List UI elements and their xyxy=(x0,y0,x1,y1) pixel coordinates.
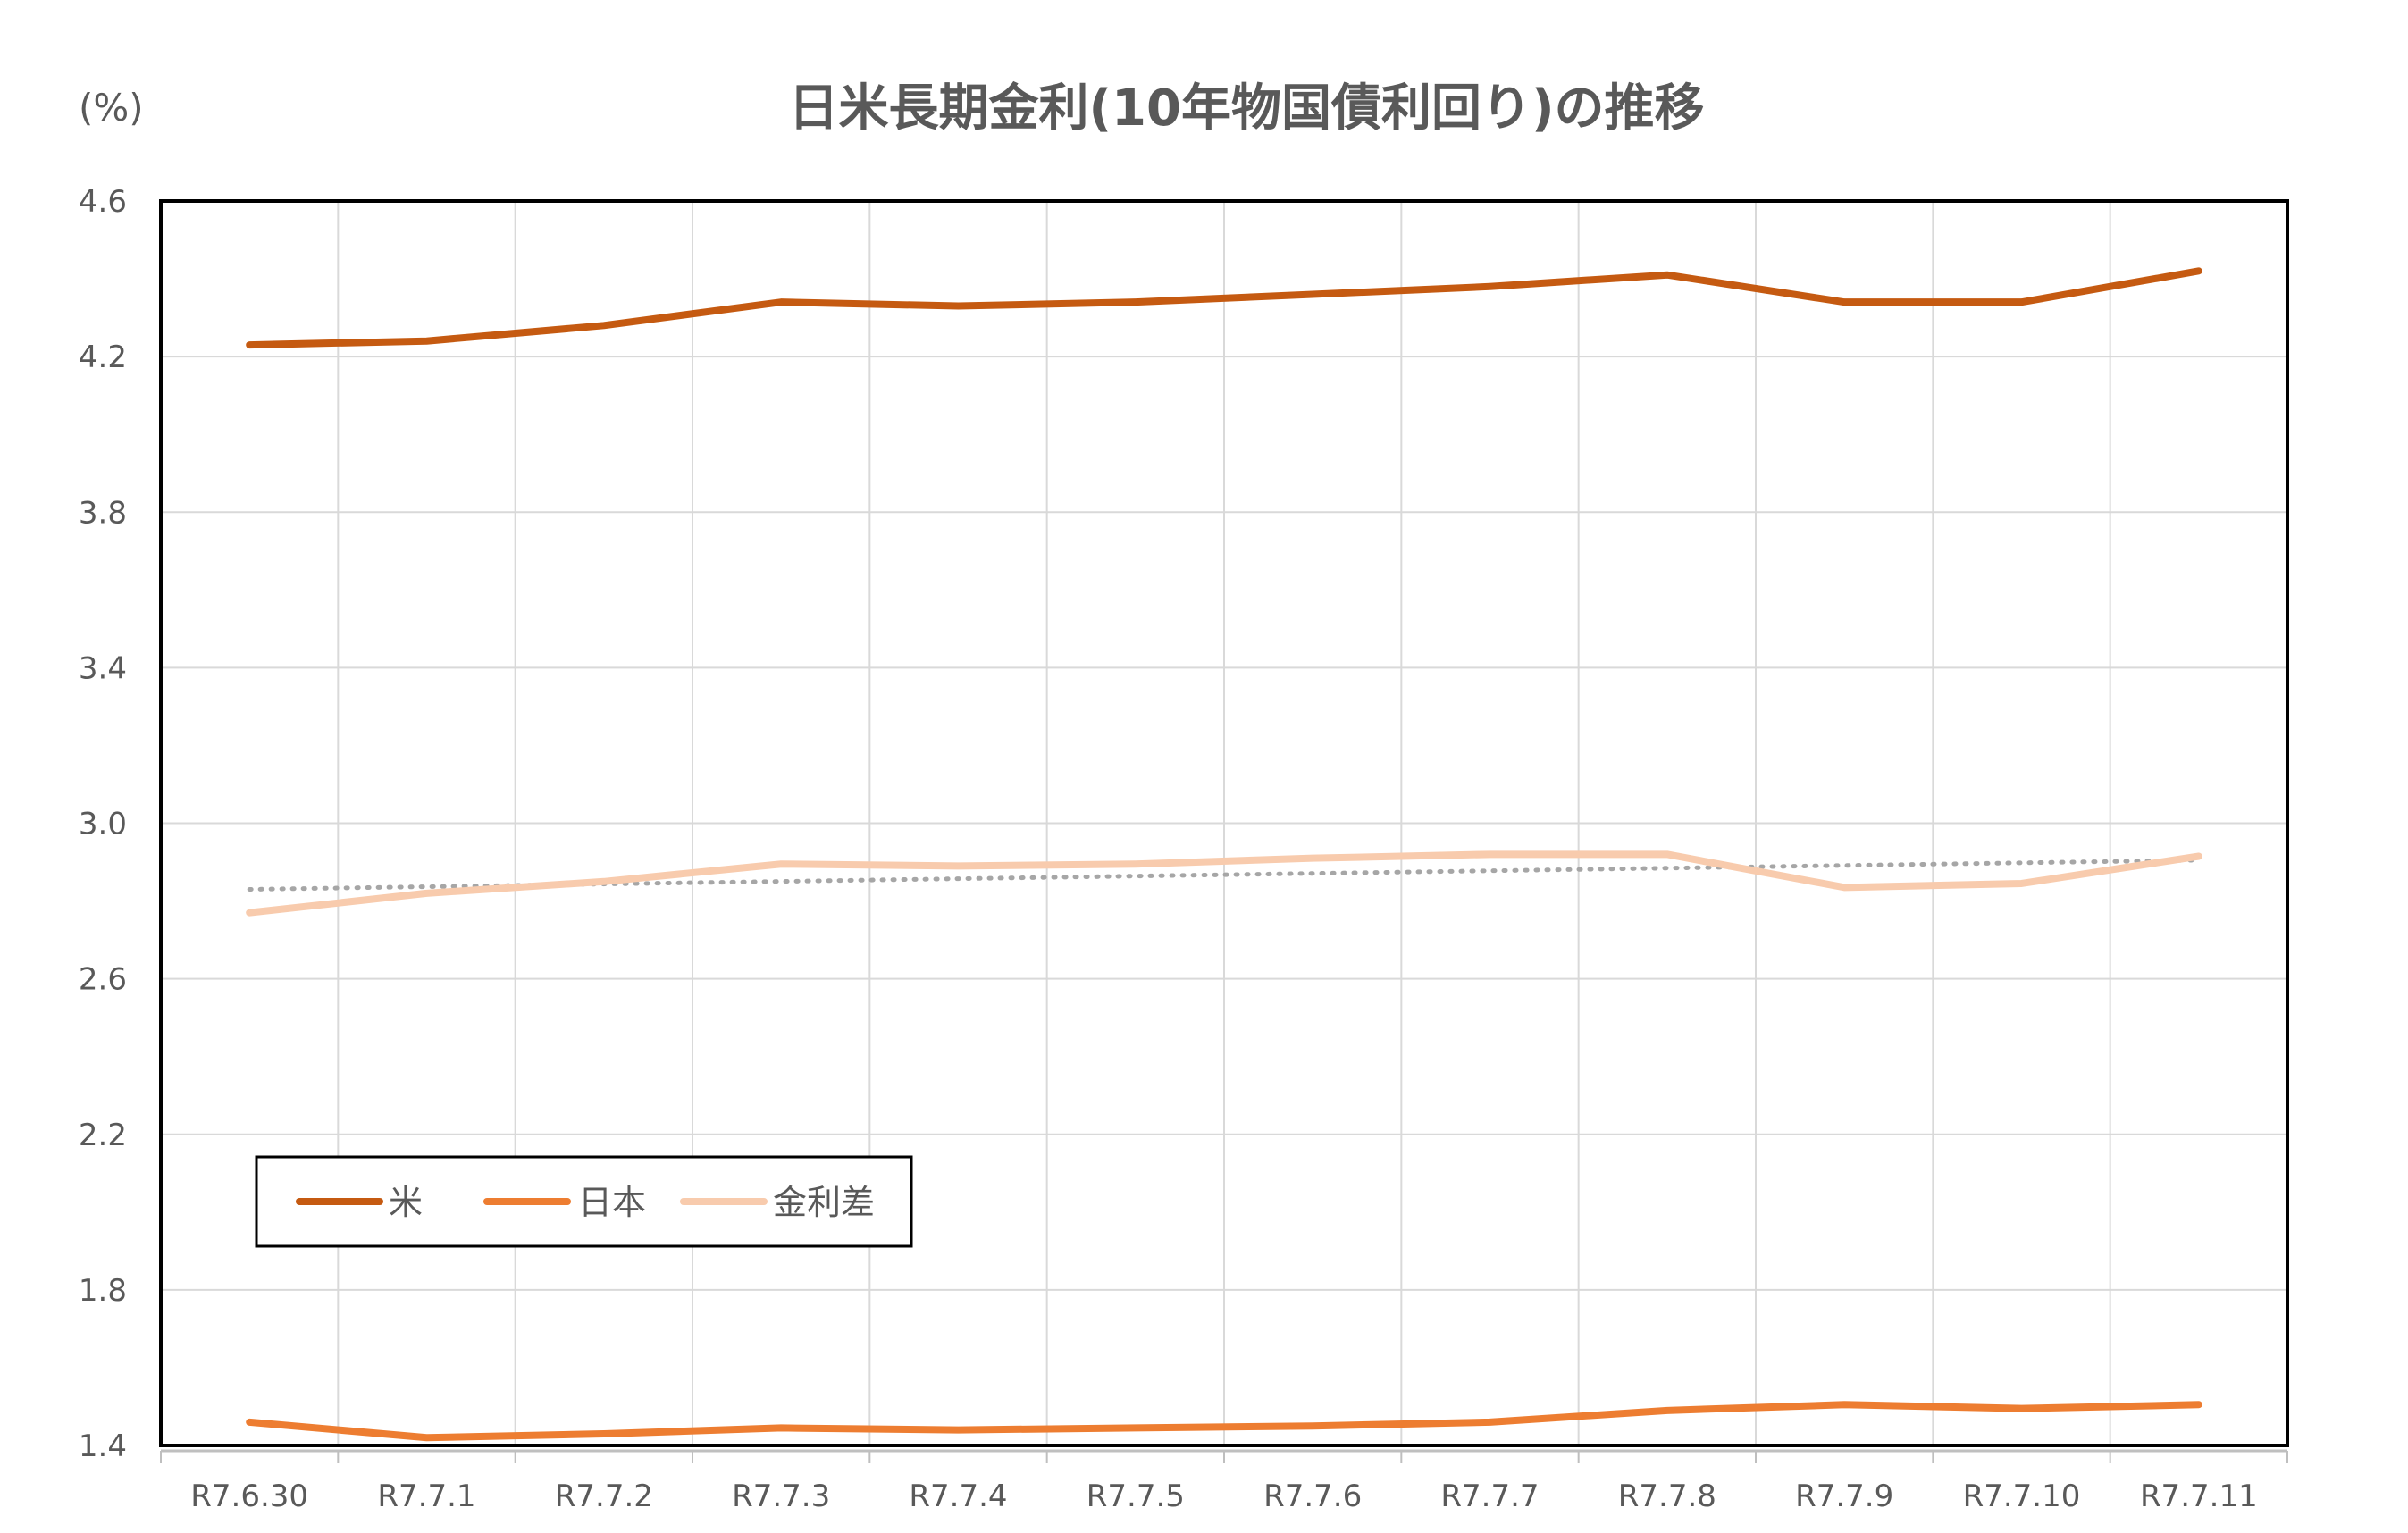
x-tick-label: R7.7.9 xyxy=(1795,1479,1893,1514)
x-tick-label: R7.7.5 xyxy=(1087,1479,1185,1514)
legend-label-spread: 金利差 xyxy=(773,1183,875,1222)
x-tick-label: R7.7.7 xyxy=(1440,1479,1539,1514)
y-tick-label: 1.8 xyxy=(79,1273,127,1309)
axes: 4.6 4.2 3.8 3.4 3.0 2.6 2.2 1.8 1.4 R7.6.30 R7.7.1… xyxy=(79,184,2288,1514)
grid xyxy=(161,200,2287,1446)
y-tick-label: 4.6 xyxy=(79,184,127,220)
legend-label-japan: 日本 xyxy=(578,1183,646,1222)
y-tick-label: 2.2 xyxy=(79,1118,127,1153)
x-tick-label: R7.7.3 xyxy=(732,1479,830,1514)
x-tick-label: R7.7.6 xyxy=(1263,1479,1362,1514)
x-tick-label: R7.7.11 xyxy=(2140,1479,2258,1514)
series-layer xyxy=(246,267,2202,1442)
chart-title: 日米長期金利(10年物国債利回り)の推移 xyxy=(788,80,1704,138)
legend-label-us: 米 xyxy=(389,1183,423,1222)
series-line-spread xyxy=(246,850,2202,917)
y-tick-label: 3.0 xyxy=(79,807,127,842)
x-tick-label: R7.7.8 xyxy=(1618,1479,1716,1514)
x-tick-label: R7.7.4 xyxy=(909,1479,1007,1514)
x-tick-label: R7.7.1 xyxy=(377,1479,475,1514)
x-tick-label: R7.7.10 xyxy=(1963,1479,2081,1514)
y-tick-label: 2.6 xyxy=(79,962,127,998)
series-line-japan xyxy=(246,1401,2202,1442)
y-tick-label: 3.8 xyxy=(79,495,127,531)
x-tick-label: R7.7.2 xyxy=(555,1479,653,1514)
plot-area-frame xyxy=(159,199,2289,1447)
series-line-us xyxy=(246,267,2202,349)
y-tick-label: 4.2 xyxy=(79,339,127,375)
legend: 米 日本 金利差 xyxy=(255,1155,913,1248)
y-unit-label: (%) xyxy=(79,86,144,130)
y-tick-label: 1.4 xyxy=(79,1428,127,1464)
x-tick-label: R7.6.30 xyxy=(190,1479,308,1514)
y-tick-label: 3.4 xyxy=(79,650,127,686)
